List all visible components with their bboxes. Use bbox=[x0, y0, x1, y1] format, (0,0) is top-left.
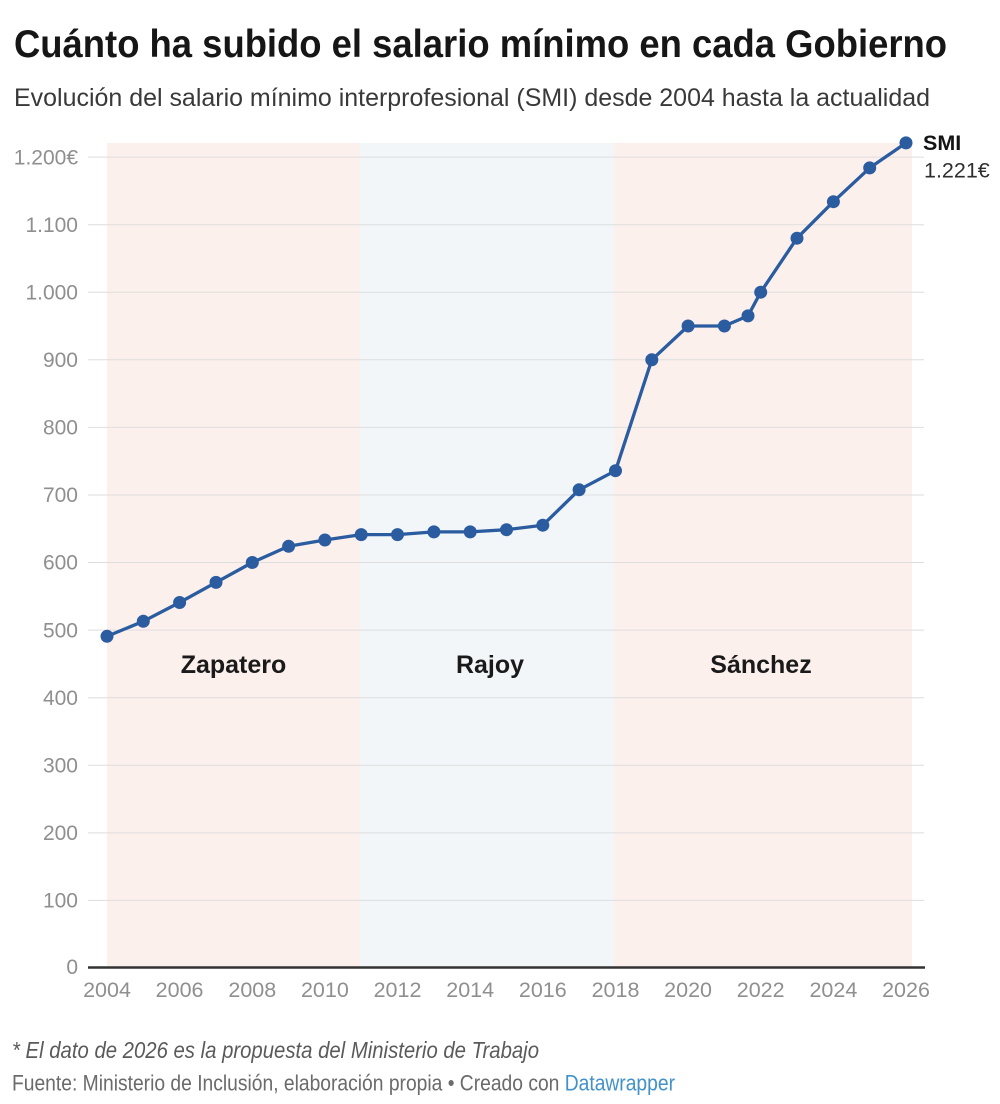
svg-text:Sánchez: Sánchez bbox=[710, 651, 811, 679]
svg-text:SMI: SMI bbox=[923, 131, 961, 155]
svg-text:Zapatero: Zapatero bbox=[181, 651, 287, 679]
svg-text:700: 700 bbox=[43, 484, 78, 507]
svg-text:2012: 2012 bbox=[374, 978, 422, 1002]
svg-text:2026: 2026 bbox=[882, 978, 930, 1002]
svg-text:200: 200 bbox=[43, 822, 78, 845]
svg-text:2010: 2010 bbox=[301, 978, 349, 1002]
svg-text:2016: 2016 bbox=[519, 978, 567, 1002]
svg-text:2018: 2018 bbox=[592, 978, 640, 1002]
svg-text:* El dato de 2026 es la propue: * El dato de 2026 es la propuesta del Mi… bbox=[12, 1037, 539, 1063]
svg-text:500: 500 bbox=[43, 619, 78, 642]
svg-text:0: 0 bbox=[66, 956, 78, 979]
svg-text:Fuente: Ministerio de Inclusió: Fuente: Ministerio de Inclusión, elabora… bbox=[12, 1071, 675, 1096]
svg-text:900: 900 bbox=[43, 349, 78, 372]
svg-text:1.100: 1.100 bbox=[25, 214, 78, 237]
svg-text:2014: 2014 bbox=[446, 978, 494, 1002]
svg-text:2024: 2024 bbox=[809, 978, 857, 1002]
svg-text:1.221€: 1.221€ bbox=[924, 159, 990, 183]
svg-text:600: 600 bbox=[43, 552, 78, 575]
svg-text:1.000: 1.000 bbox=[25, 281, 78, 304]
svg-text:2006: 2006 bbox=[156, 978, 204, 1002]
svg-text:Evolución del salario mínimo i: Evolución del salario mínimo interprofes… bbox=[14, 84, 930, 112]
svg-text:100: 100 bbox=[43, 890, 78, 913]
svg-text:400: 400 bbox=[43, 687, 78, 710]
svg-text:2020: 2020 bbox=[664, 978, 712, 1002]
svg-text:2004: 2004 bbox=[83, 978, 131, 1002]
svg-text:800: 800 bbox=[43, 417, 78, 440]
svg-text:Cuánto ha subido el salario mí: Cuánto ha subido el salario mínimo en ca… bbox=[14, 23, 947, 66]
svg-text:1.200€: 1.200€ bbox=[14, 146, 79, 169]
svg-text:2008: 2008 bbox=[228, 978, 276, 1002]
svg-text:300: 300 bbox=[43, 755, 78, 778]
svg-text:Rajoy: Rajoy bbox=[456, 651, 524, 679]
svg-text:2022: 2022 bbox=[737, 978, 785, 1002]
